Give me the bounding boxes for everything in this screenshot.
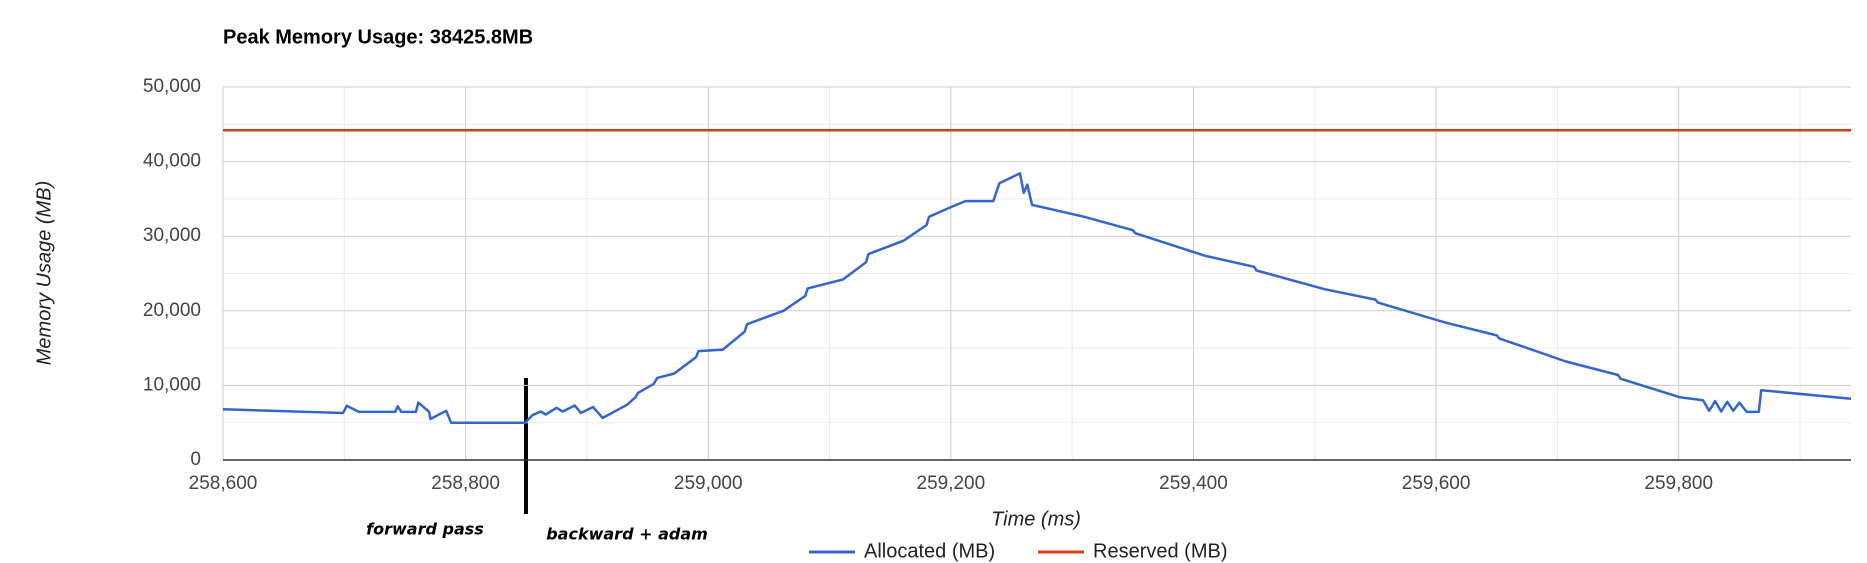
- x-tick-label: 258,800: [431, 473, 500, 494]
- y-tick-label: 20,000: [143, 300, 201, 321]
- y-tick-label: 40,000: [143, 151, 201, 172]
- y-tick-label: 50,000: [143, 76, 201, 97]
- y-tick-label: 0: [190, 449, 201, 470]
- series-line: [222, 172, 1852, 424]
- annotation: forward pass: [366, 520, 484, 539]
- annotation: backward + adam: [546, 525, 708, 544]
- y-tick-label: 30,000: [143, 225, 201, 246]
- x-axis-title: Time (ms): [991, 508, 1081, 530]
- y-tick-label: 10,000: [143, 374, 201, 395]
- x-tick-label: 259,200: [917, 473, 986, 494]
- legend-label: Reserved (MB): [1093, 540, 1227, 562]
- x-tick-label: 259,000: [674, 473, 743, 494]
- x-tick-label: 259,800: [1644, 473, 1713, 494]
- x-tick-label: 259,600: [1402, 473, 1471, 494]
- x-tick-label: 258,600: [189, 473, 258, 494]
- chart-title: Peak Memory Usage: 38425.8MB: [223, 26, 533, 48]
- x-tick-label: 259,400: [1159, 473, 1228, 494]
- y-axis-title: Memory Usage (MB): [33, 181, 55, 365]
- legend-label: Allocated (MB): [864, 540, 995, 562]
